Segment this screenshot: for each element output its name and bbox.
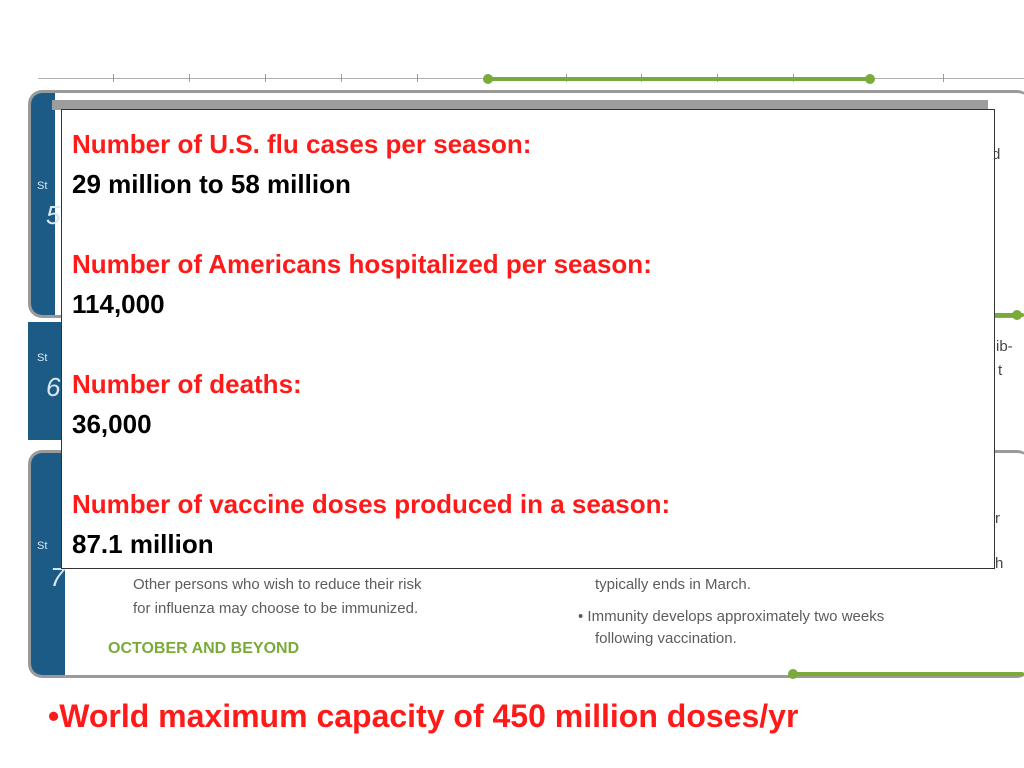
- stat-label: Number of vaccine doses produced in a se…: [72, 489, 671, 519]
- stat-value: 36,000: [72, 409, 152, 439]
- stat-vaccine-doses: Number of vaccine doses produced in a se…: [72, 484, 984, 564]
- timeline-tick: [113, 74, 114, 82]
- stat-value: 87.1 million: [72, 529, 214, 559]
- panel-text-right: typically ends in March.: [595, 576, 751, 593]
- edge-text: ib-: [996, 338, 1013, 355]
- panel-text-right: following vaccination.: [595, 630, 737, 647]
- edge-text: d: [992, 146, 1001, 163]
- stat-hospitalized: Number of Americans hospitalized per sea…: [72, 244, 984, 324]
- timeline-tick: [417, 74, 418, 82]
- panel-text-right: • Immunity develops approximately two we…: [578, 608, 885, 625]
- capacity-bullet: •World maximum capacity of 450 million d…: [48, 698, 799, 734]
- stat-deaths: Number of deaths: 36,000: [72, 364, 984, 444]
- step-tab-number: 6: [46, 372, 61, 402]
- timeline-tick: [189, 74, 190, 82]
- step-tab-number: 5: [46, 200, 61, 230]
- section-heading: OCTOBER AND BEYOND: [108, 640, 300, 657]
- step-tab-label: St: [37, 540, 48, 552]
- timeline-tick: [341, 74, 342, 82]
- timeline-green-dot: [1012, 310, 1022, 320]
- edge-text: r: [995, 510, 1000, 527]
- stat-value: 114,000: [72, 289, 165, 319]
- timeline-green-bar: [792, 672, 1024, 676]
- flu-statistics-box: Number of U.S. flu cases per season: 29 …: [61, 109, 995, 569]
- stat-label: Number of deaths:: [72, 369, 302, 399]
- timeline-green-dot: [483, 74, 493, 84]
- step-tab-label: St: [37, 180, 48, 192]
- timeline-tick: [943, 74, 944, 82]
- stat-flu-cases: Number of U.S. flu cases per season: 29 …: [72, 124, 984, 204]
- stat-value: 29 million to 58 million: [72, 169, 351, 199]
- timeline-green-bar: [487, 77, 871, 81]
- timeline-green-dot: [865, 74, 875, 84]
- step-tab-1: [31, 93, 55, 315]
- stat-label: Number of Americans hospitalized per sea…: [72, 249, 652, 279]
- step-tab-number: 7: [50, 562, 65, 592]
- panel-text-left: for influenza may choose to be immunized…: [133, 600, 419, 617]
- panel-text-left: Other persons who wish to reduce their r…: [133, 576, 422, 593]
- step-tab-3: [31, 453, 65, 675]
- edge-text: t: [998, 362, 1003, 379]
- stat-label: Number of U.S. flu cases per season:: [72, 129, 532, 159]
- timeline-green-dot: [788, 669, 798, 679]
- step-tab-label: St: [37, 352, 48, 364]
- edge-text: h: [995, 555, 1004, 572]
- timeline-green-bar: [990, 313, 1024, 317]
- timeline-tick: [265, 74, 266, 82]
- step-tab-2: [28, 322, 62, 440]
- header-strip: [52, 100, 988, 110]
